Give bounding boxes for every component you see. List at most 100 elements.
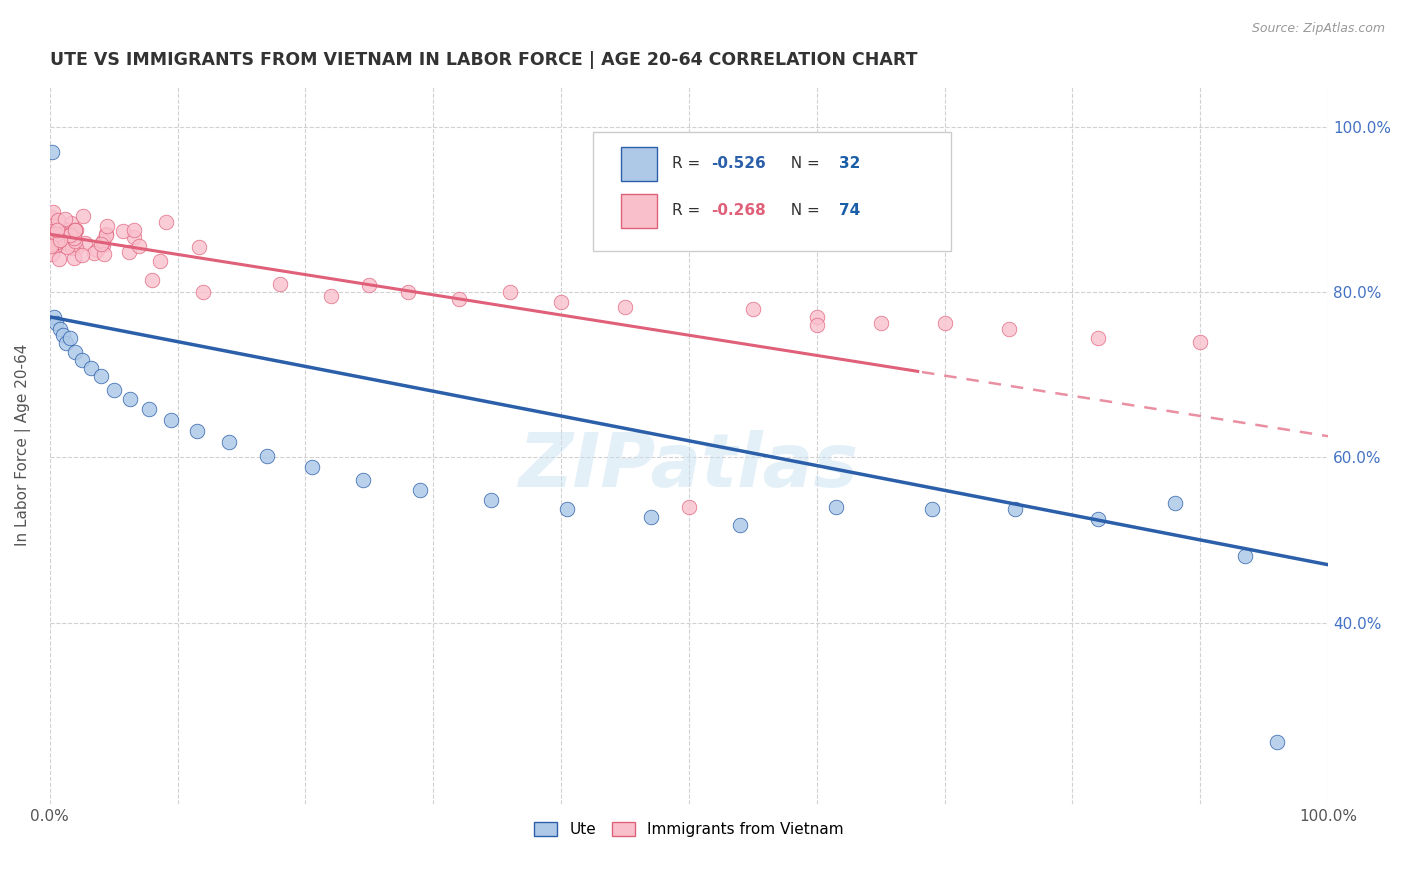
Point [1164, 496, 1187, 510]
Point [49, 226, 72, 240]
Point [499, 285, 522, 299]
Point [65, 241, 87, 255]
Bar [621, 146, 657, 181]
Point [45, 317, 67, 331]
Point [46, 235, 69, 249]
Point [39, 227, 62, 241]
Point [396, 285, 419, 299]
Point [806, 318, 828, 332]
Point [359, 278, 381, 293]
Point [60, 216, 83, 230]
Point [352, 474, 374, 488]
Point [614, 300, 637, 314]
Point [49, 227, 72, 242]
Point [997, 322, 1019, 336]
Point [42, 231, 65, 245]
Point [479, 493, 502, 508]
Text: R =: R = [672, 203, 706, 219]
Point [55, 239, 77, 253]
Point [93, 246, 115, 260]
Point [75, 235, 97, 250]
Point [93, 234, 115, 248]
Point [53, 212, 76, 227]
Point [128, 239, 150, 253]
Text: ZIPatlas: ZIPatlas [519, 430, 859, 503]
Text: N =: N = [780, 203, 824, 219]
Point [41, 145, 63, 159]
Point [409, 483, 432, 498]
Point [59, 228, 82, 243]
Point [120, 392, 142, 407]
Point [1189, 334, 1212, 349]
Point [49, 322, 72, 336]
Text: -0.526: -0.526 [710, 156, 765, 171]
FancyBboxPatch shape [593, 132, 950, 251]
Point [39, 221, 62, 235]
Point [46, 223, 69, 237]
Point [55, 223, 77, 237]
Point [65, 223, 87, 237]
Point [188, 240, 211, 254]
Text: UTE VS IMMIGRANTS FROM VIETNAM IN LABOR FORCE | AGE 20-64 CORRELATION CHART: UTE VS IMMIGRANTS FROM VIETNAM IN LABOR … [49, 51, 917, 69]
Text: R =: R = [672, 156, 706, 171]
Y-axis label: In Labor Force | Age 20-64: In Labor Force | Age 20-64 [15, 343, 31, 546]
Point [122, 229, 145, 244]
Point [447, 292, 470, 306]
Point [921, 501, 943, 516]
Point [301, 460, 323, 475]
Point [149, 254, 172, 268]
Point [42, 232, 65, 246]
Point [256, 449, 278, 463]
Point [65, 344, 87, 359]
Point [155, 215, 177, 229]
Point [218, 435, 240, 450]
Point [70, 352, 93, 367]
Point [557, 501, 579, 516]
Point [111, 224, 134, 238]
Point [1234, 549, 1257, 564]
Point [191, 285, 214, 299]
Point [869, 317, 891, 331]
Point [141, 273, 163, 287]
Point [90, 369, 112, 384]
Point [44, 238, 66, 252]
Point [48, 252, 70, 266]
Bar [621, 194, 657, 228]
Point [62, 251, 84, 265]
Point [39, 210, 62, 224]
Point [79, 361, 101, 376]
Point [1087, 512, 1109, 526]
Point [45, 227, 67, 241]
Point [269, 277, 291, 291]
Point [53, 235, 76, 250]
Point [728, 518, 751, 533]
Point [103, 383, 125, 397]
Point [72, 209, 94, 223]
Point [94, 227, 117, 242]
Point [319, 289, 342, 303]
Point [39, 236, 62, 251]
Point [550, 295, 572, 310]
Point [94, 227, 117, 241]
Point [60, 241, 83, 255]
Point [806, 310, 828, 324]
Point [65, 223, 87, 237]
Point [59, 227, 82, 242]
Point [96, 219, 118, 234]
Text: N =: N = [780, 156, 824, 171]
Point [83, 246, 105, 260]
Point [55, 336, 77, 351]
Point [1087, 330, 1109, 344]
Text: -0.268: -0.268 [710, 203, 765, 219]
Point [91, 237, 114, 252]
Point [934, 317, 956, 331]
Point [138, 402, 160, 417]
Point [48, 233, 70, 247]
Point [39, 238, 62, 252]
Point [741, 301, 763, 316]
Point [678, 500, 700, 514]
Point [122, 223, 145, 237]
Point [62, 231, 84, 245]
Point [160, 413, 183, 427]
Legend: Ute, Immigrants from Vietnam: Ute, Immigrants from Vietnam [529, 815, 849, 844]
